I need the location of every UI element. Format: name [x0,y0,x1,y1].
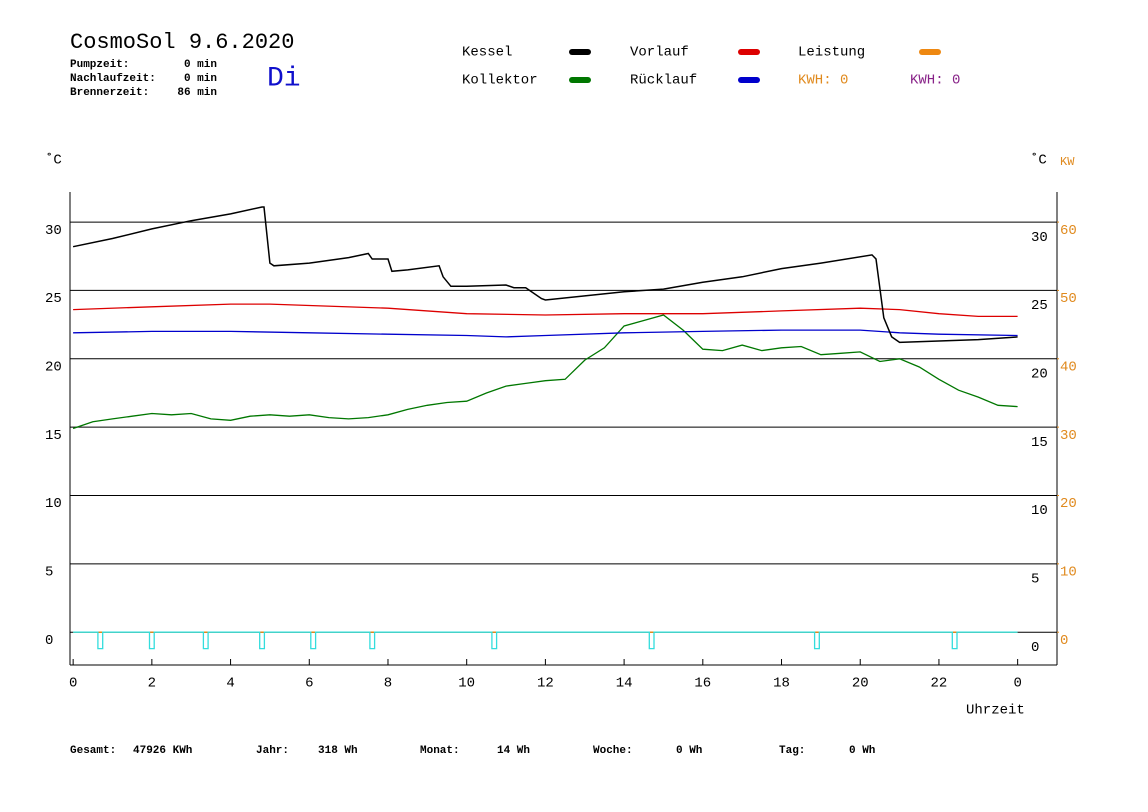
x-tick-label: 20 [852,676,869,692]
y2-tick-label-c: 0 [1031,640,1039,656]
y2-tick-label: 0 [1060,633,1068,649]
footer-value: 318 Wh [318,745,358,757]
legend-label: Vorlauf [630,45,689,61]
day: Di [267,63,301,94]
kwh-label: KWH: 0 [910,73,960,89]
y-tick-label: 30 [45,223,62,239]
footer-value: 0 Wh [676,745,702,757]
x-axis-label: Uhrzeit [966,703,1025,719]
footer-label: Woche: [593,745,633,757]
x-tick-label: 14 [616,676,633,692]
info-value: 0 min [184,59,217,71]
y2-tick-label-c: 10 [1031,503,1048,519]
x-tick-label: 0 [1013,676,1021,692]
y2-tick-label-c: 25 [1031,298,1048,314]
y-tick-label: 25 [45,291,62,307]
x-tick-label: 4 [226,676,234,692]
footer-label: Tag: [779,745,805,757]
y2-tick-label-c: 5 [1031,572,1039,588]
y2-tick-label: 10 [1060,565,1077,581]
y2-tick-label: 50 [1060,291,1077,307]
footer-value: 14 Wh [497,745,530,757]
y2-tick-label: 30 [1060,428,1077,444]
y2-axis-label-c: ˚C [1030,153,1047,169]
x-tick-label: 16 [694,676,711,692]
x-tick-label: 22 [931,676,948,692]
y-tick-label: 15 [45,428,62,444]
x-tick-label: 6 [305,676,313,692]
y2-tick-label: 20 [1060,496,1077,512]
x-tick-label: 10 [458,676,475,692]
x-tick-label: 12 [537,676,554,692]
title: CosmoSol 9.6.2020 [70,30,294,55]
y2-tick-label: 60 [1060,223,1077,239]
footer-value: 47926 KWh [133,745,192,757]
y-tick-label: 10 [45,496,62,512]
y-tick-label: 5 [45,565,53,581]
legend-label: Leistung [798,45,865,61]
y2-axis-label: KW [1060,155,1075,169]
info-label: Nachlaufzeit: [70,73,156,85]
data-line [72,206,1018,344]
info-value: 86 min [177,87,217,99]
footer-label: Jahr: [256,745,289,757]
legend-label: Kessel [462,45,512,61]
y-tick-label: 20 [45,359,62,375]
x-tick-label: 18 [773,676,790,692]
x-tick-label: 8 [384,676,392,692]
legend-label: Kollektor [462,73,538,89]
info-label: Brennerzeit: [70,87,149,99]
x-tick-label: 0 [69,676,77,692]
footer-value: 0 Wh [849,745,875,757]
legend-label: Rücklauf [630,73,697,89]
footer-label: Monat: [420,745,460,757]
x-tick-label: 2 [148,676,156,692]
data-line [73,631,1018,650]
y2-tick-label-c: 20 [1031,366,1048,382]
info-label: Pumpzeit: [70,59,129,71]
data-line [73,303,1018,318]
y2-tick-label-c: 30 [1031,230,1048,246]
data-line [72,314,1018,430]
info-value: 0 min [184,73,217,85]
y-tick-label: 0 [45,633,53,649]
y-axis-label: ˚C [45,153,62,169]
y2-tick-label: 40 [1060,359,1077,375]
data-line [73,329,1018,338]
y2-tick-label-c: 15 [1031,435,1048,451]
footer-label: Gesamt: [70,745,116,757]
kwh-label: KWH: 0 [798,73,848,89]
